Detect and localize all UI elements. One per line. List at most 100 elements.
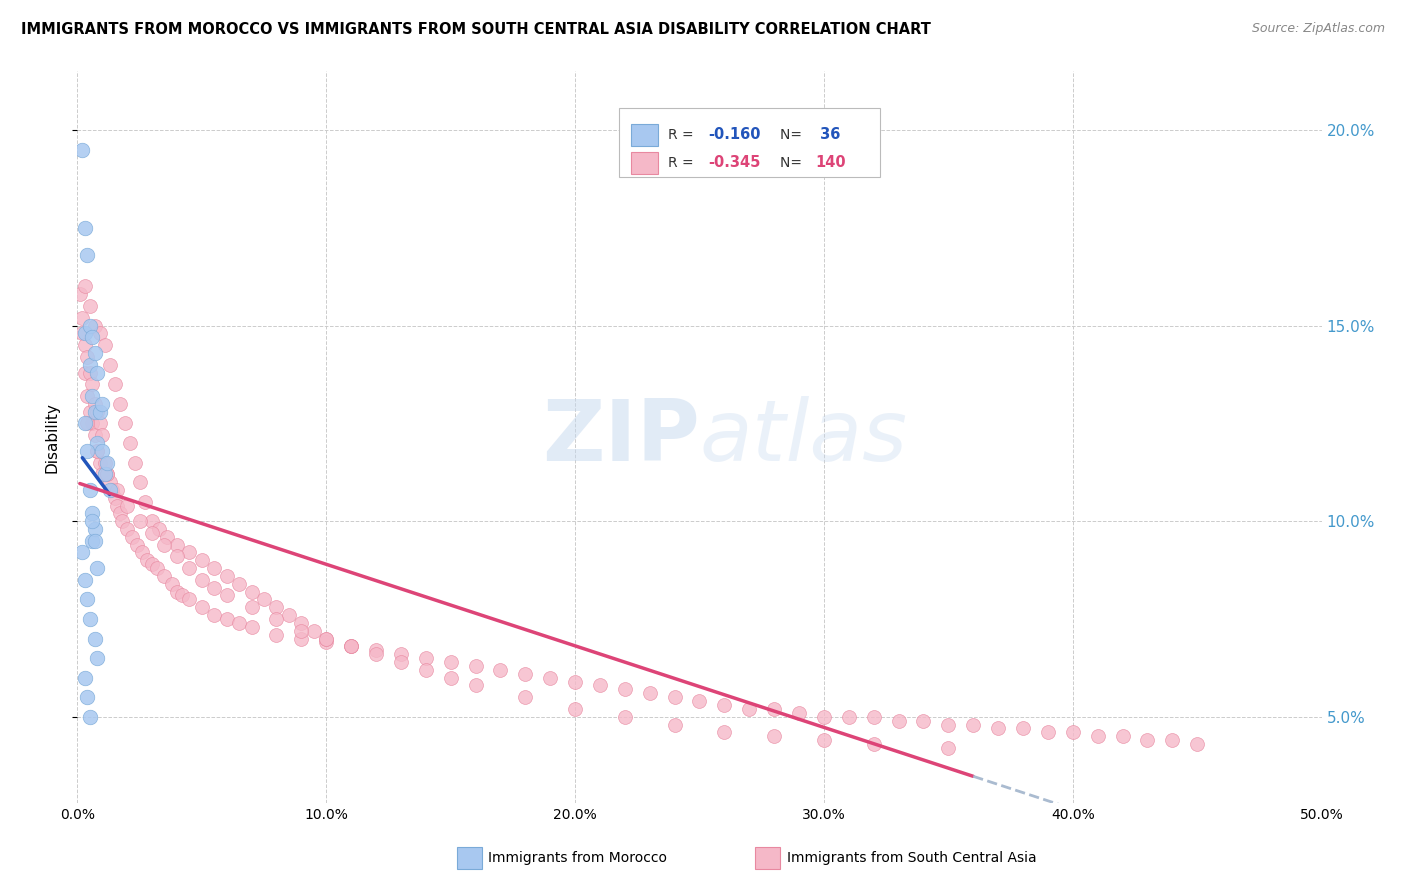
Point	[564, 702, 586, 716]
Point	[156, 530, 179, 544]
Text: ZIP: ZIP	[541, 395, 700, 479]
Point	[862, 710, 884, 724]
Point	[131, 545, 153, 559]
Bar	[755, 847, 780, 869]
Point	[83, 632, 105, 646]
Point	[79, 612, 101, 626]
Point	[340, 640, 363, 654]
Point	[82, 507, 104, 521]
Point	[83, 522, 105, 536]
Point	[340, 640, 363, 654]
Point	[936, 741, 959, 756]
Point	[93, 456, 115, 470]
Point	[82, 389, 104, 403]
Point	[1185, 737, 1208, 751]
Point	[86, 651, 108, 665]
Point	[89, 326, 111, 341]
Point	[763, 729, 786, 743]
Point	[202, 581, 225, 595]
Point	[364, 647, 387, 661]
Point	[79, 483, 101, 497]
Point	[266, 627, 288, 641]
Point	[73, 366, 96, 380]
Point	[215, 569, 238, 583]
Point	[912, 714, 935, 728]
Point	[82, 330, 104, 344]
Point	[79, 366, 101, 380]
Point	[79, 318, 101, 333]
Point	[589, 678, 612, 692]
Point	[69, 287, 91, 301]
Point	[266, 600, 288, 615]
Point	[987, 722, 1010, 736]
Point	[813, 710, 835, 724]
Point	[160, 576, 183, 591]
Point	[813, 733, 835, 747]
Point	[148, 522, 170, 536]
Point	[82, 377, 104, 392]
Point	[86, 436, 108, 450]
Point	[515, 690, 537, 705]
Point	[108, 397, 131, 411]
Point	[76, 592, 98, 607]
Point	[121, 530, 143, 544]
Text: Source: ZipAtlas.com: Source: ZipAtlas.com	[1251, 22, 1385, 36]
Point	[253, 592, 276, 607]
Point	[79, 358, 101, 372]
Point	[1012, 722, 1035, 736]
Point	[128, 475, 150, 489]
Point	[98, 483, 121, 497]
Point	[738, 702, 761, 716]
Point	[202, 561, 225, 575]
Point	[1136, 733, 1159, 747]
Point	[83, 404, 105, 418]
Point	[82, 417, 104, 431]
Point	[290, 615, 312, 630]
Point	[415, 663, 437, 677]
Point	[191, 600, 214, 615]
Point	[111, 514, 134, 528]
Point	[787, 706, 810, 720]
Point	[613, 710, 636, 724]
Point	[76, 417, 98, 431]
Bar	[457, 847, 482, 869]
Point	[170, 589, 193, 603]
Point	[1087, 729, 1109, 743]
Text: N=: N=	[780, 156, 807, 169]
Point	[76, 389, 98, 403]
Point	[98, 475, 121, 489]
Point	[96, 467, 118, 482]
Text: -0.345: -0.345	[709, 155, 761, 170]
Point	[302, 624, 325, 638]
Point	[86, 443, 108, 458]
Text: 140: 140	[815, 155, 846, 170]
Point	[191, 573, 214, 587]
Point	[82, 533, 104, 548]
Point	[76, 350, 98, 364]
Point	[315, 635, 337, 649]
Point	[104, 491, 127, 505]
Point	[179, 545, 201, 559]
Point	[315, 632, 337, 646]
Point	[118, 436, 141, 450]
Point	[415, 651, 437, 665]
Point	[72, 143, 94, 157]
Text: 36: 36	[815, 128, 841, 143]
Point	[89, 404, 111, 418]
Point	[763, 702, 786, 716]
Point	[215, 589, 238, 603]
Point	[73, 326, 96, 341]
Point	[83, 346, 105, 360]
Point	[72, 310, 94, 325]
Point	[713, 698, 735, 712]
Point	[79, 404, 101, 418]
Point	[108, 507, 131, 521]
Point	[191, 553, 214, 567]
Point	[89, 456, 111, 470]
Point	[128, 514, 150, 528]
Point	[439, 671, 461, 685]
Text: R =: R =	[668, 156, 699, 169]
Point	[315, 632, 337, 646]
Point	[73, 671, 96, 685]
Point	[73, 279, 96, 293]
